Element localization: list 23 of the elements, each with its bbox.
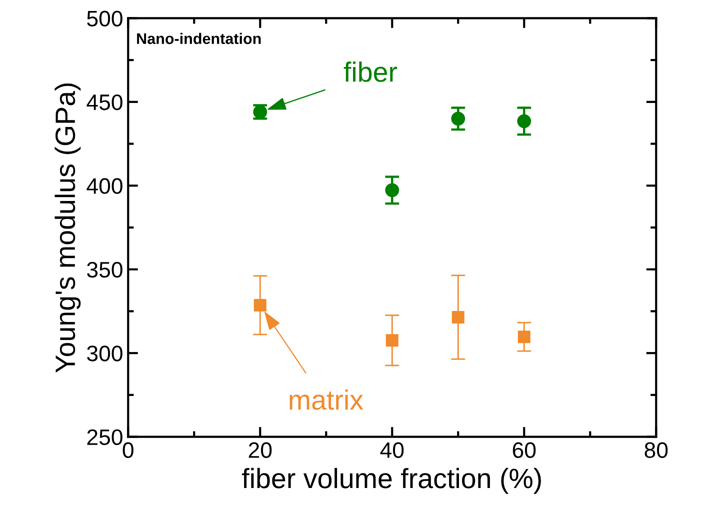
point bbox=[517, 114, 532, 128]
point bbox=[386, 334, 398, 347]
point bbox=[451, 112, 466, 126]
x-axis-title: fiber volume fraction (%) bbox=[242, 468, 541, 494]
x-tick-label: 80 bbox=[644, 442, 668, 458]
x-tick-label: 0 bbox=[122, 442, 134, 458]
annotation: matrix bbox=[290, 389, 364, 410]
y-tick-label: 300 bbox=[87, 346, 122, 362]
y-tick-label: 350 bbox=[87, 262, 122, 278]
y-tick-label: 400 bbox=[86, 178, 122, 194]
y-axis-title: Young's modulus (GPa) bbox=[54, 83, 81, 373]
annotation: Nano-indentation bbox=[137, 32, 261, 44]
point bbox=[254, 298, 266, 312]
point bbox=[452, 310, 464, 324]
point bbox=[385, 183, 400, 198]
y-tick-label: 450 bbox=[86, 94, 122, 110]
point bbox=[518, 330, 530, 344]
y-tick-label: 250 bbox=[87, 429, 122, 446]
annotation: fiber bbox=[344, 62, 398, 82]
x-tick-label: 20 bbox=[248, 442, 272, 458]
x-tick-label: 60 bbox=[512, 442, 536, 458]
y-tick-label: 500 bbox=[87, 10, 122, 26]
x-tick-label: 40 bbox=[380, 442, 404, 458]
